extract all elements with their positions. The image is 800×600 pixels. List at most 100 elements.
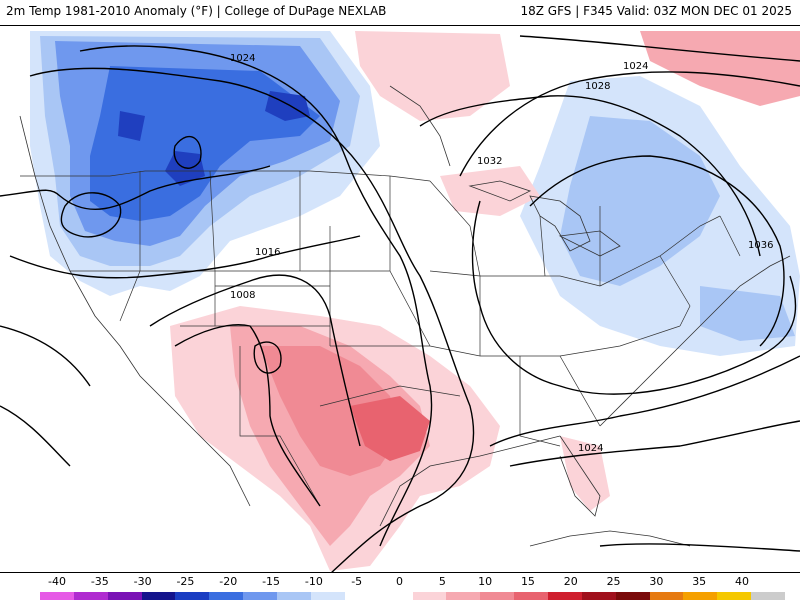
colorbar-segment — [40, 592, 75, 600]
isobar-line — [0, 405, 71, 467]
map-line — [119, 171, 141, 322]
colorbar-segment — [547, 592, 583, 600]
map-line — [429, 180, 481, 277]
colorbar-tick-label: 10 — [478, 575, 493, 588]
map-line — [389, 176, 431, 347]
anomaly-region — [440, 166, 540, 216]
map-line — [519, 356, 561, 447]
colorbar-segment — [446, 592, 481, 600]
colorbar-tick-label: -40 — [48, 575, 66, 588]
isobars — [0, 35, 800, 572]
colorbar-segment — [751, 592, 786, 600]
colorbar-tick-label: 40 — [735, 575, 749, 588]
colorbar-segment — [310, 592, 346, 600]
colorbar-segment — [378, 592, 413, 600]
isobar-label: 1008 — [230, 290, 255, 301]
isobar-line — [419, 95, 761, 257]
anomaly-region — [700, 286, 795, 341]
colorbar-segment — [683, 592, 718, 600]
isobar-line — [79, 45, 433, 547]
map-line — [19, 115, 251, 507]
colorbar-segment — [514, 592, 549, 600]
isobar-line — [29, 67, 475, 572]
map-title: 2m Temp 1981-2010 Anomaly (°F) | College… — [6, 4, 387, 18]
isobar-line — [9, 235, 361, 279]
map-line — [599, 255, 791, 427]
colorbar-tick-label: -5 — [351, 575, 363, 588]
colorbar-segment — [243, 592, 278, 600]
isobar-line — [173, 135, 202, 169]
isobar-line — [599, 543, 800, 552]
colorbar-tick-label: 5 — [438, 575, 446, 588]
colorbar-segment — [141, 592, 176, 600]
colorbar-segment — [717, 592, 752, 600]
anomaly-region — [350, 396, 430, 461]
map-line — [558, 230, 621, 257]
map-line — [239, 346, 321, 507]
colorbar-tick-label: -30 — [133, 575, 152, 588]
anomaly-region — [90, 66, 320, 221]
isobar-line — [149, 274, 361, 447]
map-line — [659, 255, 691, 327]
isobar-line — [0, 325, 91, 387]
isobar-label: 1024 — [230, 53, 255, 64]
isobar-label: 1024 — [578, 443, 603, 454]
map-line — [319, 385, 461, 407]
isobar-label: 1024 — [623, 61, 648, 72]
isobar-line — [471, 200, 797, 395]
colorbar-segment — [73, 592, 109, 600]
colorbar-segment — [480, 592, 515, 600]
map-line — [480, 275, 601, 287]
isobar-line — [459, 71, 800, 177]
warm-anomaly-south — [170, 31, 800, 571]
colorbar-segment — [649, 592, 684, 600]
colorbar-tick-label: 0 — [396, 575, 403, 588]
colorbar-tick-label: 20 — [563, 575, 578, 588]
colorbar-tick-label: -10 — [304, 575, 323, 588]
isobar-line — [60, 192, 122, 238]
map-line — [539, 215, 546, 277]
colorbar-strip — [40, 592, 786, 600]
colorbar-tick-label: -35 — [90, 575, 109, 588]
colorbar-segment — [581, 592, 617, 600]
isobar-label: 1032 — [477, 156, 502, 167]
colorbar-tick-label: 35 — [692, 575, 707, 588]
map-line — [429, 270, 481, 356]
map-line — [529, 530, 691, 547]
colorbar-segment — [277, 592, 312, 600]
colorbar-segment — [412, 592, 447, 600]
map-panel: 1024 1024 1028 1032 1036 1016 1008 1024 — [0, 25, 800, 573]
colorbar-segment — [209, 592, 244, 600]
colorbar-tick-label: -25 — [176, 575, 195, 588]
map-line — [468, 180, 532, 202]
anomaly-region — [118, 111, 145, 141]
map-line — [20, 170, 431, 182]
map-line — [209, 170, 216, 326]
anomaly-map: 1024 1024 1028 1032 1036 1016 1008 1024 — [0, 31, 800, 572]
model-run-info: 18Z GFS | F345 Valid: 03Z MON DEC 01 202… — [520, 4, 792, 18]
map-line — [559, 435, 601, 517]
map-line — [330, 345, 481, 357]
state-borders — [20, 170, 741, 507]
colorbar-tick-label: 25 — [606, 575, 621, 588]
colorbar-tick-label: -15 — [262, 575, 281, 588]
anomaly-region — [355, 31, 510, 121]
colorbar-tick-label: 15 — [520, 575, 535, 588]
isobar-line — [519, 35, 800, 62]
isobar-label: 1028 — [585, 81, 610, 92]
isobar-labels: 1024 1024 1028 1032 1036 1016 1008 1024 — [230, 53, 773, 454]
isobar-label: 1016 — [255, 247, 280, 258]
colorbar-segment — [615, 592, 651, 600]
colorbar-segment — [344, 592, 380, 600]
cold-anomaly-northwest — [30, 31, 380, 296]
colorbar-tick-label: 30 — [649, 575, 664, 588]
map-line — [379, 435, 561, 527]
isobar-line — [174, 324, 321, 507]
colorbar-segment — [107, 592, 143, 600]
colorbar: -40 -35 -30 -25 -20 -15 -10 -5 0 5 10 15 20 25 30 35 40 — [0, 575, 800, 600]
map-line — [719, 215, 741, 257]
colorbar-segment — [175, 592, 210, 600]
cold-anomaly-east — [520, 76, 800, 356]
map-line — [599, 215, 721, 287]
isobar-line — [529, 155, 785, 347]
